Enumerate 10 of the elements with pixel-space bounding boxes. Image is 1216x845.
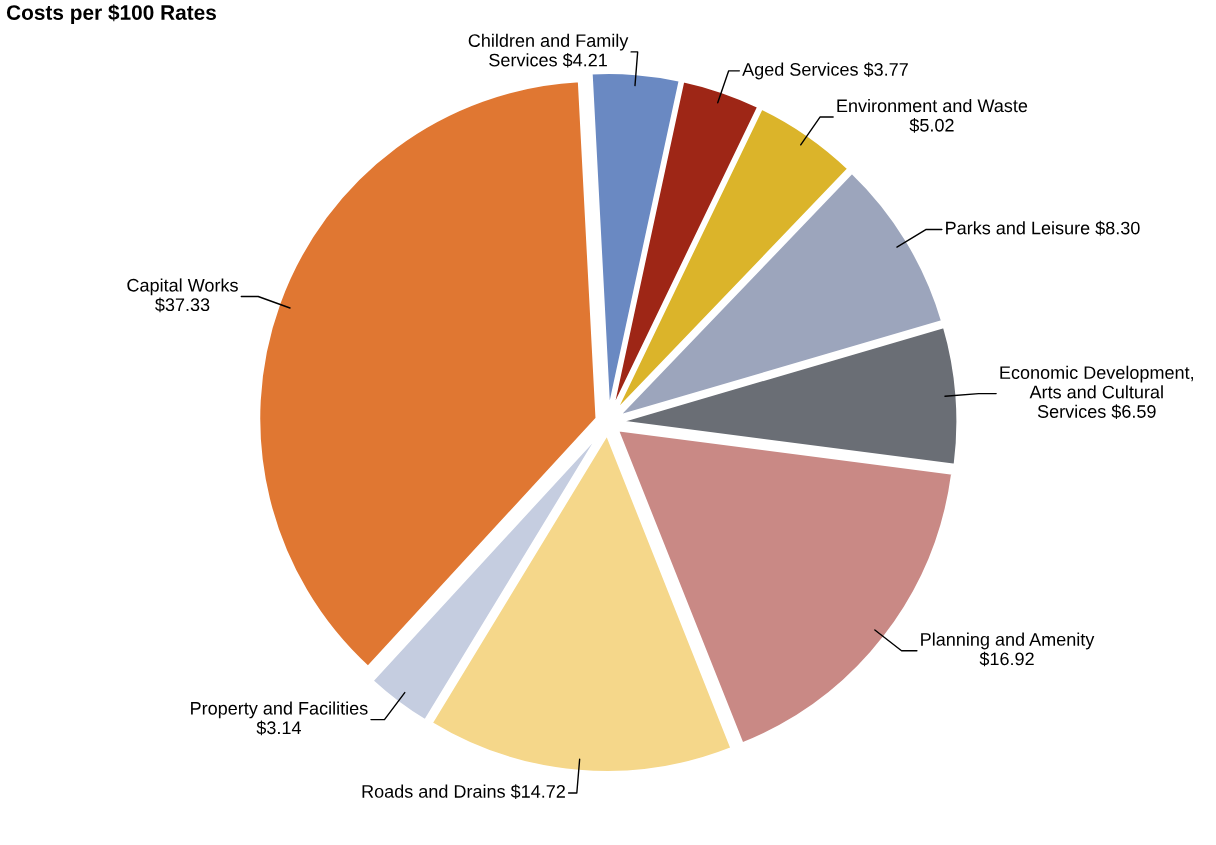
slice-label: Capital Works $37.33 (127, 278, 238, 313)
slice-label: Environment and Waste $5.02 (837, 98, 1028, 133)
slice-label: Property and Facilities $3.14 (191, 701, 368, 736)
slice-label: Aged Services $3.77 (742, 62, 908, 80)
slice-label: Children and Family Services $4.21 (468, 33, 629, 68)
slice-label: Roads and Drains $14.72 (362, 784, 565, 799)
slice-label: Planning and Amenity $16.92 (921, 632, 1095, 667)
slice-label: Economic Development, Arts and Cultural Services $6.59 (1000, 365, 1193, 419)
chart-title: Costs per $100 Rates (6, 4, 216, 25)
slice-label: Parks and Leisure $8.30 (946, 220, 1140, 236)
